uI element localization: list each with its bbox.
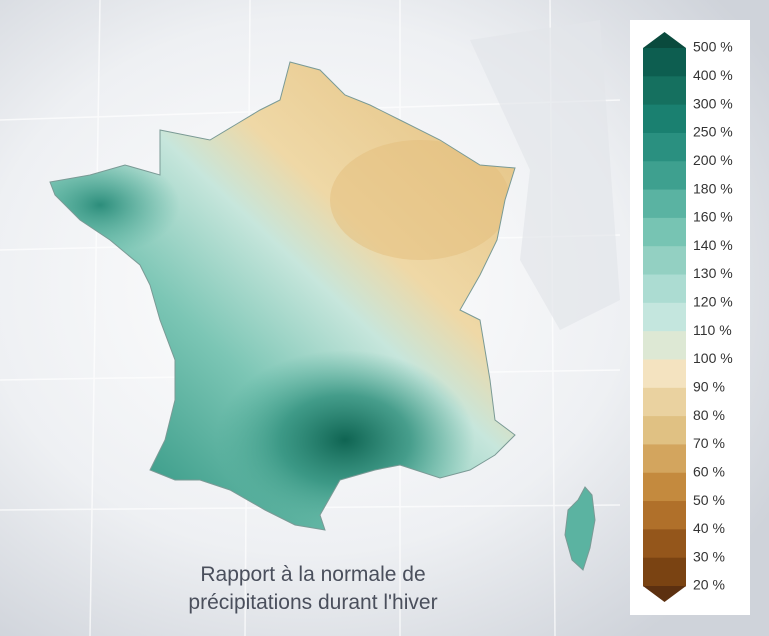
legend-label: 180 % xyxy=(693,180,733,196)
legend-arrow xyxy=(643,32,686,48)
legend-swatch xyxy=(643,387,686,417)
legend-label: 60 % xyxy=(693,463,725,479)
legend-label: 50 % xyxy=(693,492,725,508)
legend-swatch xyxy=(643,76,686,106)
legend-label: 90 % xyxy=(693,378,725,394)
legend-swatch xyxy=(643,189,686,219)
legend-label: 200 % xyxy=(693,152,733,168)
legend-swatch xyxy=(643,217,686,247)
legend: 500 % 400 % 300 % 250 % 200 % 180 % 160 % 140 %… xyxy=(643,32,733,602)
legend-swatch xyxy=(643,472,686,502)
legend-label: 140 % xyxy=(693,237,733,253)
legend-label: 80 % xyxy=(693,407,725,423)
legend-label: 30 % xyxy=(693,548,725,564)
legend-swatch xyxy=(643,444,686,474)
legend-swatch xyxy=(643,104,686,134)
legend-swatch xyxy=(643,161,686,191)
caption-line: Rapport à la normale de xyxy=(200,563,425,586)
legend-label: 40 % xyxy=(693,520,725,536)
legend-swatch xyxy=(643,359,686,389)
legend-label: 110 % xyxy=(693,322,732,338)
legend-swatch xyxy=(643,529,686,559)
legend-label: 300 % xyxy=(693,95,733,111)
legend-label: 130 % xyxy=(693,265,733,281)
legend-arrow xyxy=(643,586,686,602)
legend-label: 70 % xyxy=(693,435,725,451)
legend-swatch xyxy=(643,557,686,587)
legend-swatch xyxy=(643,132,686,162)
legend-swatch xyxy=(643,416,686,445)
legend-label: 20 % xyxy=(693,577,725,593)
legend-label: 250 % xyxy=(693,124,733,140)
corsica xyxy=(564,486,596,571)
legend-label: 160 % xyxy=(693,209,733,225)
legend-label: 500 % xyxy=(693,39,733,55)
legend-swatch xyxy=(643,274,686,304)
legend-swatch xyxy=(643,501,686,530)
legend-label: 100 % xyxy=(693,350,733,366)
legend-label: 400 % xyxy=(693,67,733,83)
legend-swatch xyxy=(643,302,686,332)
legend-swatch xyxy=(643,48,686,77)
legend-swatch xyxy=(643,331,686,360)
caption-line: précipitations durant l'hiver xyxy=(188,591,437,614)
legend-label: 120 % xyxy=(693,294,733,310)
legend-swatch xyxy=(643,246,686,276)
neighbour-land xyxy=(470,20,620,330)
